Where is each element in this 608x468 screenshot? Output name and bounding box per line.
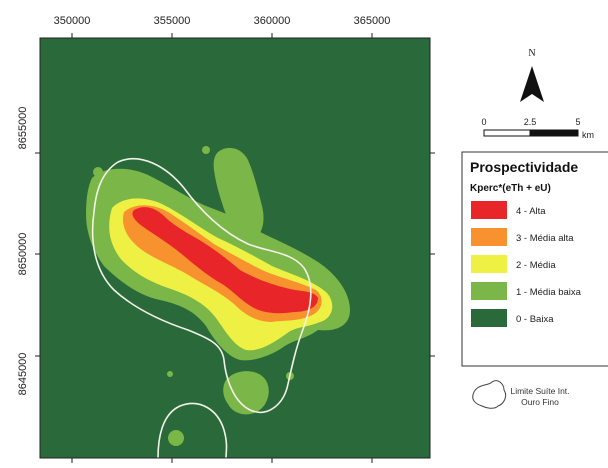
x-tick-label: 360000 [254,15,291,27]
legend-label-media-alta: 3 - Média alta [516,233,574,244]
legend-swatch-alta [471,201,507,219]
scale-label-0: 0 [481,117,486,127]
y-axis [35,152,435,357]
legend-swatch-baixa [471,309,507,327]
north-arrow-icon [520,66,544,102]
scale-bar: 0 2.5 5 km [481,117,594,140]
legend-label-baixa: 0 - Baixa [516,314,554,325]
map-border [39,37,431,459]
legend-swatch-media-baixa [471,282,507,300]
x-tick-label: 350000 [54,15,91,27]
legend: Prospectividade Kperc*(eTh + eU) 4 - Alt… [461,151,608,367]
legend-label-alta: 4 - Alta [516,206,546,217]
legend-title: Prospectividade [470,159,578,175]
x-tick-label: 355000 [154,15,191,27]
scale-segment-white [483,129,531,137]
legend-label-media: 2 - Média [516,260,556,271]
legend-subtitle: Kperc*(eTh + eU) [470,183,551,194]
zone-alta [132,207,318,314]
y-tick-label: 8645000 [17,353,29,396]
north-arrow: N [520,48,544,102]
scale-label-2-5: 2.5 [524,117,537,127]
x-tick-label: 365000 [354,15,391,27]
scale-unit: km [582,130,594,140]
boundary-suite-ouro-fino [91,157,312,459]
legend-label-media-baixa: 1 - Média baixa [516,287,582,298]
boundary-legend: Limite Suíte Int. Ouro Fino [472,380,570,409]
map-frame [39,37,431,459]
boundary-label-line2: Ouro Fino [521,397,559,407]
scale-label-5: 5 [575,117,580,127]
scale-segment-black [529,129,579,137]
y-tick-label: 8655000 [17,107,29,150]
legend-swatch-media [471,255,507,273]
x-axis [71,33,373,463]
boundary-label-line1: Limite Suíte Int. [510,386,569,396]
boundary-symbol-icon [472,380,507,409]
north-label: N [528,48,535,59]
y-tick-label: 8650000 [17,233,29,276]
legend-swatch-media-alta [471,228,507,246]
